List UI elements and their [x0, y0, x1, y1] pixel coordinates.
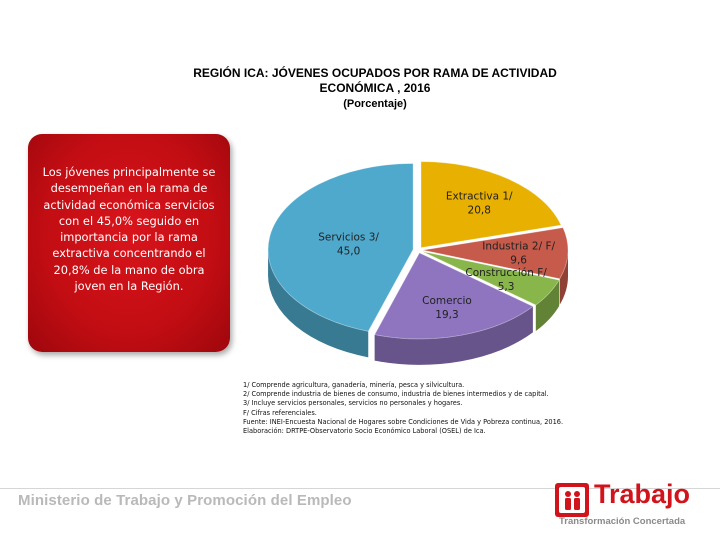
- pie-slice-2: [422, 251, 560, 306]
- callout-text: Los jóvenes principalmente se desempeñan…: [42, 165, 216, 294]
- pie-slice-side-2: [535, 280, 560, 332]
- pie-slice-4: [267, 163, 414, 332]
- note-elaboration: Elaboración: DRTPE-Observatorio Socio Ec…: [243, 427, 486, 436]
- pie-label-2: Construcción F/5,3: [465, 267, 547, 293]
- note-source: Fuente: INEI-Encuesta Nacional de Hogare…: [243, 417, 564, 426]
- note-3: 3/ Incluye servicios personales, servici…: [243, 399, 463, 408]
- pie-label-3: Comercio 19,3: [422, 295, 472, 321]
- pie-label-0: Extractiva 1/20,8: [446, 191, 513, 217]
- pie-slice-side-1: [559, 250, 568, 305]
- note-4: F/ Cifras referenciales.: [243, 408, 317, 417]
- pie-chart: Extractiva 1/20,8 Industria 2/ F/9,6Const…: [267, 161, 569, 365]
- note-1: 1/ Comprende agricultura, ganadería, min…: [243, 381, 465, 389]
- pie-label-4: Servicios 3/45,0: [318, 231, 379, 257]
- pie-slice-1: [422, 227, 569, 280]
- pie-slice-0: [420, 161, 562, 249]
- pie-slice-side-3: [374, 306, 533, 365]
- chart-subtitle: (Porcentaje): [343, 98, 407, 110]
- ministry-name: Ministerio de Trabajo y Promoción del Em…: [18, 492, 352, 509]
- chart-title-block: REGIÓN ICA: JÓVENES OCUPADOS POR RAMA DE…: [140, 66, 610, 110]
- pie-label-1: Industria 2/ F/9,6: [482, 240, 555, 266]
- note-2: 2/ Comprende industria de bienes de cons…: [243, 390, 549, 399]
- trabajo-logo: Trabajo Transformación Concertada: [554, 478, 704, 534]
- logo-tagline: Transformación Concertada: [559, 516, 686, 527]
- chart-title-line-2: ECONÓMICA , 2016: [319, 81, 431, 95]
- trabajo-logo-icon: [555, 483, 589, 517]
- pie-slice-3: [374, 252, 534, 340]
- logo-wordmark: Trabajo: [594, 479, 691, 509]
- chart-title-line-1: REGIÓN ICA: JÓVENES OCUPADOS POR RAMA DE…: [193, 66, 557, 80]
- chart-notes: 1/ Comprende agricultura, ganadería, min…: [243, 381, 683, 436]
- footer-divider: [0, 488, 720, 489]
- pie-slice-side-4: [268, 249, 369, 358]
- highlight-callout-box: Los jóvenes principalmente se desempeñan…: [28, 134, 230, 352]
